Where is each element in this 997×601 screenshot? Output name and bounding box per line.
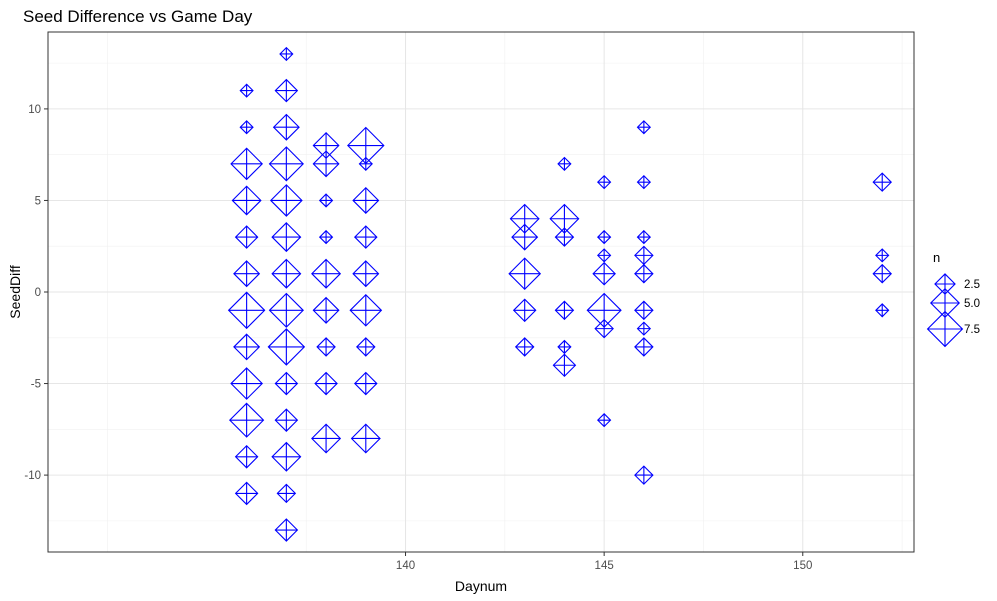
data-point — [234, 444, 259, 469]
data-point — [353, 225, 378, 249]
data-point — [239, 120, 254, 135]
data-point — [271, 258, 302, 289]
data-point — [269, 184, 303, 217]
data-point — [353, 371, 378, 396]
legend-label: 2.5 — [964, 279, 980, 291]
data-point — [234, 481, 259, 506]
data-point — [597, 174, 612, 190]
data-point — [511, 223, 539, 251]
data-point — [271, 441, 302, 472]
y-tick-label: 0 — [35, 287, 41, 299]
data-point — [597, 413, 612, 428]
data-point — [872, 172, 892, 192]
data-point — [554, 227, 575, 247]
data-point — [634, 465, 654, 485]
data-point — [636, 120, 652, 135]
data-point — [318, 229, 334, 245]
data-point — [514, 337, 535, 357]
data-point — [634, 300, 654, 321]
data-point — [230, 367, 263, 400]
data-point — [636, 174, 652, 190]
data-point — [552, 353, 577, 378]
legend-label: 7.5 — [964, 324, 980, 336]
data-point — [272, 113, 300, 141]
data-point — [557, 156, 572, 171]
data-point — [634, 337, 654, 357]
data-point — [268, 292, 304, 328]
data-point — [508, 257, 542, 291]
data-point — [314, 371, 338, 396]
x-axis-ticks: 140 145 150 — [396, 552, 812, 572]
data-point — [318, 193, 334, 208]
data-point — [233, 333, 261, 361]
y-axis-ticks: -10 -5 0 5 10 — [24, 104, 48, 482]
data-point — [350, 423, 381, 454]
data-point — [597, 248, 612, 263]
data-point — [312, 150, 340, 178]
legend-key — [926, 310, 964, 348]
data-point — [594, 318, 614, 339]
data-point — [276, 483, 297, 504]
legend-title: n — [933, 250, 940, 265]
data-point — [875, 303, 890, 318]
y-tick-label: -5 — [31, 379, 41, 391]
data-point — [274, 518, 299, 542]
data-point — [268, 146, 304, 182]
data-point — [231, 185, 262, 216]
major-grid — [48, 32, 914, 552]
data-point — [230, 147, 263, 181]
data-point — [234, 225, 259, 249]
x-axis-title: Daynum — [455, 578, 507, 594]
data-point — [274, 408, 299, 432]
data-point — [239, 83, 254, 98]
data-point — [634, 263, 654, 284]
legend-label: 5.0 — [964, 298, 980, 310]
data-point — [356, 337, 376, 357]
data-point — [274, 78, 299, 103]
data-point — [512, 298, 537, 323]
x-tick-label: 145 — [595, 560, 614, 572]
data-point — [634, 245, 654, 266]
data-point — [311, 423, 342, 454]
data-point — [267, 328, 306, 366]
y-axis-title: SeedDiff — [7, 265, 23, 319]
data-point — [358, 156, 373, 171]
y-tick-label: 10 — [28, 104, 41, 116]
y-tick-label: 5 — [35, 195, 41, 207]
data-point — [349, 293, 383, 327]
data-point — [597, 229, 612, 245]
data-point — [316, 337, 336, 357]
data-point — [554, 300, 575, 321]
x-tick-label: 140 — [396, 560, 415, 572]
data-point — [274, 371, 299, 396]
data-point — [592, 261, 616, 286]
data-point — [233, 260, 261, 288]
chart-title: Seed Difference vs Game Day — [23, 7, 253, 26]
data-point — [312, 296, 340, 324]
data-point — [352, 186, 380, 214]
data-point — [279, 46, 294, 62]
data-point — [311, 258, 342, 289]
data-point — [872, 263, 892, 284]
data-point — [271, 222, 302, 253]
data-point — [557, 339, 572, 355]
y-tick-label: -10 — [24, 470, 41, 482]
x-tick-label: 150 — [793, 560, 812, 572]
data-point — [636, 321, 652, 336]
legend: n 2.5 5.0 7.5 — [926, 250, 980, 348]
points-layer — [227, 46, 892, 542]
data-point — [352, 260, 380, 288]
data-point — [229, 402, 265, 438]
data-point — [875, 248, 890, 263]
data-point — [636, 229, 652, 245]
data-point — [227, 291, 266, 330]
